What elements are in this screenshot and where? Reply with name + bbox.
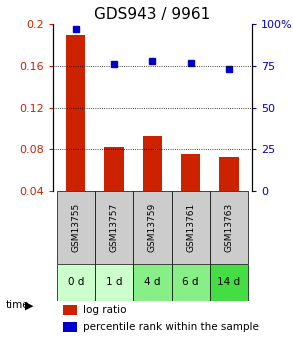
- FancyBboxPatch shape: [133, 191, 171, 264]
- Bar: [105, 147, 124, 191]
- Text: GSM13761: GSM13761: [186, 203, 195, 252]
- FancyBboxPatch shape: [57, 264, 95, 301]
- Text: ▶: ▶: [25, 301, 33, 311]
- FancyBboxPatch shape: [210, 264, 248, 301]
- Text: 14 d: 14 d: [217, 277, 241, 287]
- FancyBboxPatch shape: [95, 191, 133, 264]
- Bar: [219, 157, 239, 191]
- FancyBboxPatch shape: [171, 191, 210, 264]
- Bar: [66, 34, 85, 191]
- Bar: [63, 322, 77, 332]
- Text: GSM13755: GSM13755: [71, 203, 80, 252]
- FancyBboxPatch shape: [133, 264, 171, 301]
- Text: percentile rank within the sample: percentile rank within the sample: [83, 322, 258, 332]
- Text: 4 d: 4 d: [144, 277, 161, 287]
- FancyBboxPatch shape: [57, 191, 95, 264]
- Bar: [181, 154, 200, 191]
- Text: 6 d: 6 d: [183, 277, 199, 287]
- Text: GSM13763: GSM13763: [224, 203, 234, 252]
- FancyBboxPatch shape: [210, 191, 248, 264]
- Text: GSM13759: GSM13759: [148, 203, 157, 252]
- Bar: [63, 305, 77, 315]
- Text: time: time: [6, 300, 30, 310]
- Text: 1 d: 1 d: [106, 277, 122, 287]
- Title: GDS943 / 9961: GDS943 / 9961: [94, 7, 210, 22]
- Text: log ratio: log ratio: [83, 305, 126, 315]
- FancyBboxPatch shape: [95, 264, 133, 301]
- Bar: [143, 136, 162, 191]
- Text: GSM13757: GSM13757: [110, 203, 119, 252]
- FancyBboxPatch shape: [171, 264, 210, 301]
- Text: 0 d: 0 d: [68, 277, 84, 287]
